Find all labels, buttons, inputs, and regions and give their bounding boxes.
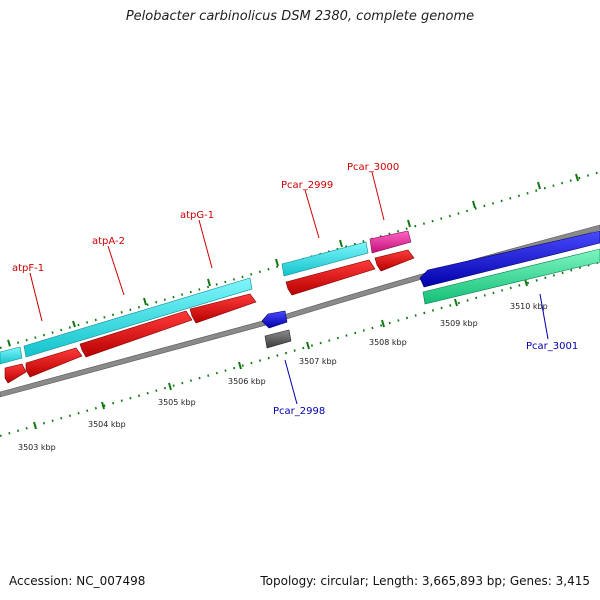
leader-pcar-3000 [371,171,385,221]
gene-atpF-1-cyan[interactable] [0,346,23,365]
label-pcar-2999[interactable]: Pcar_2999 [281,180,333,191]
label-atpF-1[interactable]: atpF-1 [12,263,44,274]
forward-red-features [4,249,415,384]
inner-major-tick [168,382,172,391]
leader-atpF-1 [29,272,43,322]
accession-label: Accession: NC_007498 [9,574,146,588]
leader-pcar-3001 [539,293,549,340]
inner-major-tick [101,401,105,410]
scale-label-3510: 3510 kbp [510,302,548,311]
genome-backbone [0,224,600,398]
label-atpG-1[interactable]: atpG-1 [180,210,214,221]
outer-major-tick [72,320,76,328]
outer-major-tick [143,297,147,306]
scale-label-3504: 3504 kbp [88,420,126,429]
gene-red-1[interactable] [4,363,27,384]
gene-labels: atpF-1 atpA-2 atpG-1 Pcar_2999 Pcar_3000… [12,162,578,417]
gene-red-5[interactable] [285,259,376,296]
gene-green[interactable] [422,248,600,305]
inner-tick-track: 3503 kbp 3504 kbp 3505 kbp 3506 kbp 3507… [0,260,600,452]
scale-label-3506: 3506 kbp [228,377,266,386]
genome-summary: Topology: circular; Length: 3,665,893 bp… [260,574,590,588]
scale-label-3509: 3509 kbp [440,319,478,328]
label-pcar-2998[interactable]: Pcar_2998 [273,406,325,417]
map-title: Pelobacter carbinolicus DSM 2380, comple… [125,9,475,24]
gene-pcar-2998-blue[interactable] [261,310,288,329]
scale-label-3505: 3505 kbp [158,398,196,407]
gene-pcar-2999-cyan[interactable] [281,241,369,277]
gene-atpA-atpG-cyan[interactable] [23,277,253,358]
reverse-strand-features [261,230,600,349]
gene-red-2[interactable] [25,347,83,378]
gene-pcar-3001-blue[interactable] [419,230,600,288]
scale-label-3503: 3503 kbp [18,443,56,452]
scale-label-3507: 3507 kbp [299,357,337,366]
outer-major-tick [7,339,11,347]
outer-major-tick [275,258,279,267]
label-leaders [29,171,549,405]
gene-red-3[interactable] [79,310,193,358]
leader-pcar-2998 [284,359,298,405]
outer-tick-track [0,170,600,350]
gene-red-6[interactable] [374,249,415,272]
inner-major-tick [306,341,310,350]
leader-atpA-2 [107,245,125,296]
outer-major-tick [339,239,343,248]
outer-major-tick [575,173,579,182]
label-atpA-2[interactable]: atpA-2 [92,236,125,247]
outer-major-tick [472,200,476,209]
outer-major-tick [407,219,411,228]
gene-pcar-3000-magenta[interactable] [369,230,412,254]
outer-major-tick [537,181,541,190]
leader-atpG-1 [198,219,213,269]
label-pcar-3000[interactable]: Pcar_3000 [347,162,399,173]
label-pcar-3001[interactable]: Pcar_3001 [526,341,578,352]
inner-major-tick [454,298,458,307]
gene-pcar-2998-gray[interactable] [264,329,292,349]
gene-red-4[interactable] [189,293,257,324]
inner-major-tick [381,319,385,328]
outer-major-tick [207,278,211,287]
inner-major-tick [238,361,242,370]
scale-label-3508: 3508 kbp [369,338,407,347]
forward-strand-features [0,230,412,365]
leader-pcar-2999 [304,189,320,239]
inner-major-tick [33,421,37,430]
